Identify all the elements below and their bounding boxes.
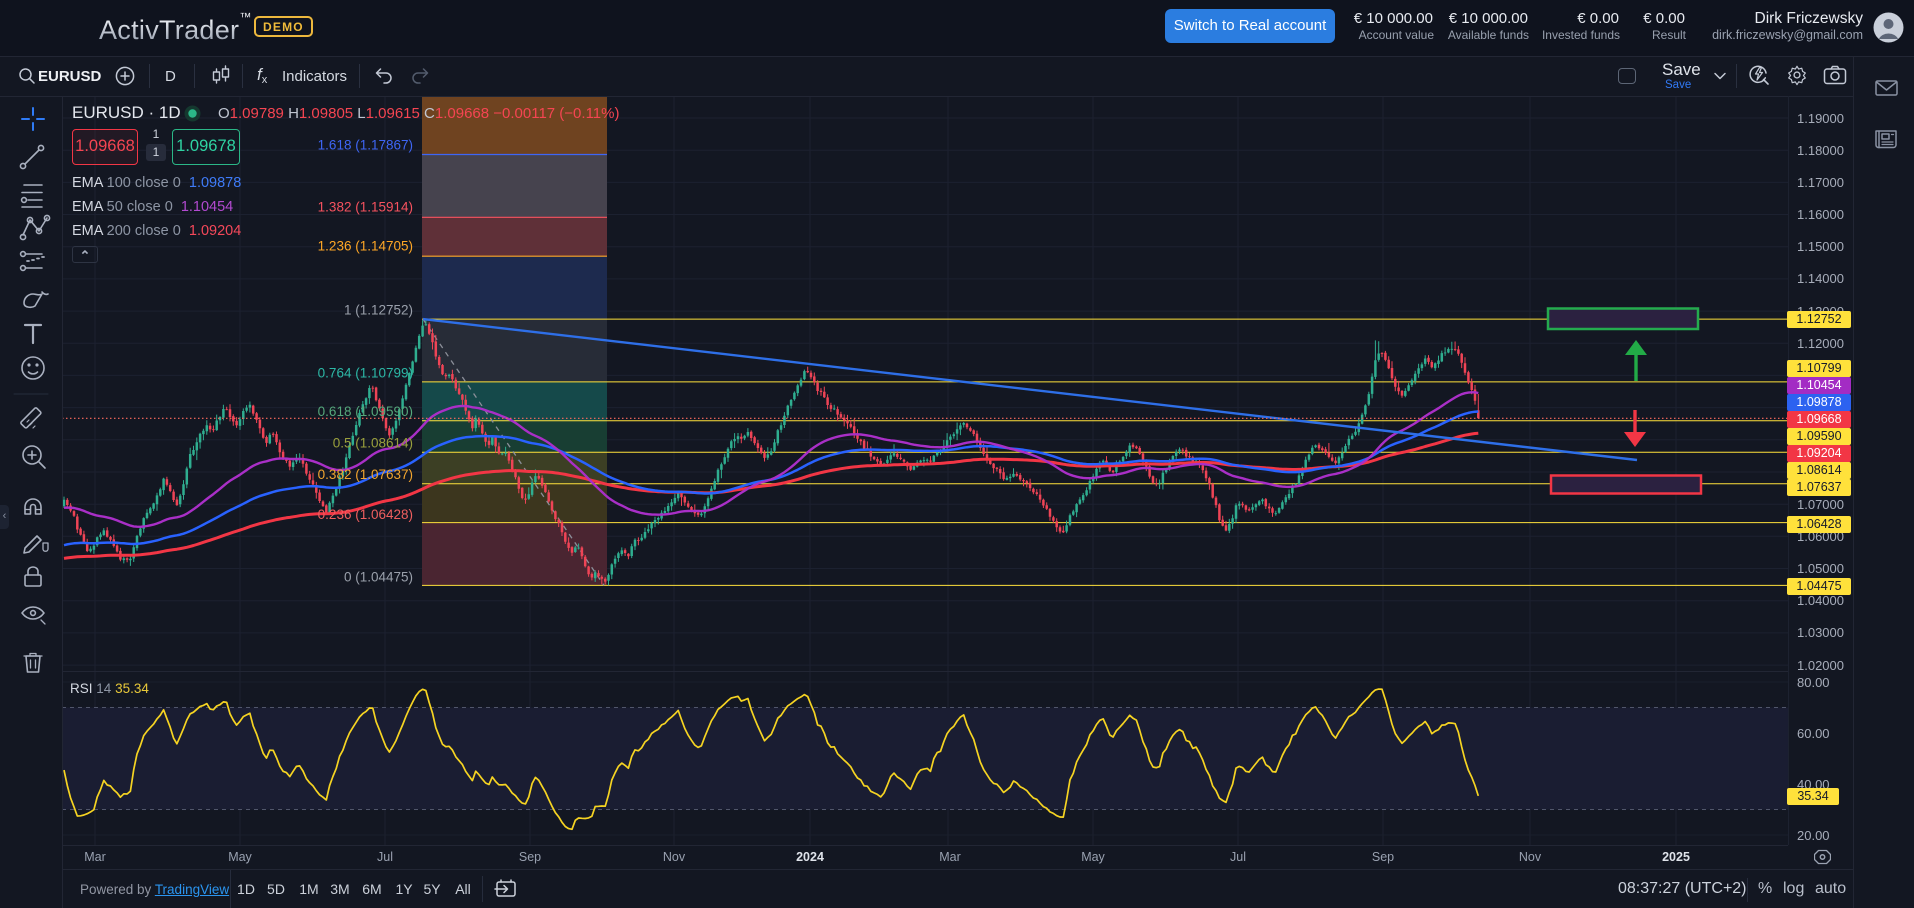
svg-text:1.382 (1.15914): 1.382 (1.15914): [318, 200, 413, 215]
svg-text:0 (1.04475): 0 (1.04475): [344, 570, 413, 585]
svg-text:0.618 (1.09590): 0.618 (1.09590): [318, 404, 413, 419]
svg-text:1.236 (1.14705): 1.236 (1.14705): [318, 239, 413, 254]
svg-text:0.236 (1.06428): 0.236 (1.06428): [318, 507, 413, 522]
svg-text:0.382 (1.07637): 0.382 (1.07637): [318, 467, 413, 482]
svg-text:1.618 (1.17867): 1.618 (1.17867): [318, 138, 413, 153]
svg-text:0.5 (1.08614): 0.5 (1.08614): [333, 436, 413, 451]
svg-text:1 (1.12752): 1 (1.12752): [344, 303, 413, 318]
svg-text:0.764 (1.10799): 0.764 (1.10799): [318, 366, 413, 381]
